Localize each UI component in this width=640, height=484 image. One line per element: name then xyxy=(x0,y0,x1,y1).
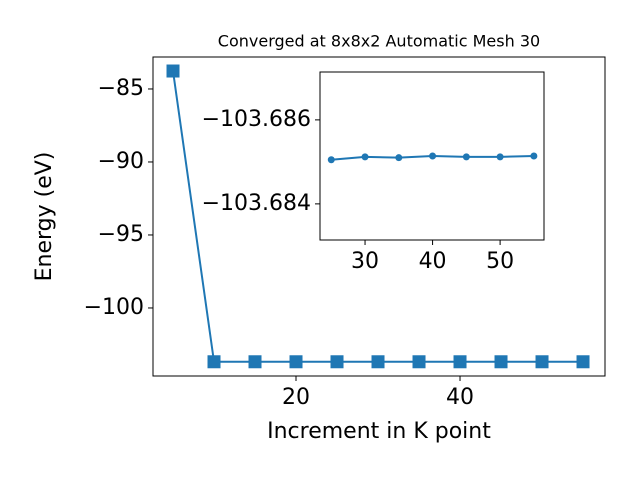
marker xyxy=(530,152,538,160)
x-tick-label: 50 xyxy=(486,249,514,274)
marker xyxy=(462,153,470,161)
y-axis-label: Energy (eV) xyxy=(32,152,57,282)
y-tick-label: −95 xyxy=(98,222,144,247)
marker xyxy=(207,355,221,369)
marker xyxy=(453,355,467,369)
marker xyxy=(494,355,508,369)
marker xyxy=(330,355,344,369)
marker xyxy=(327,156,335,164)
y-tick-label: −85 xyxy=(98,76,144,101)
y-tick-label: −100 xyxy=(84,295,144,320)
x-tick-label: 40 xyxy=(446,385,474,410)
marker xyxy=(535,355,549,369)
marker xyxy=(361,153,369,161)
marker xyxy=(429,152,437,160)
y-tick-label: −90 xyxy=(98,149,144,174)
x-tick-label: 30 xyxy=(351,249,379,274)
x-axis-label: Increment in K point xyxy=(267,419,491,444)
marker xyxy=(248,355,262,369)
chart-title: Converged at 8x8x2 Automatic Mesh 30 xyxy=(218,32,540,51)
marker xyxy=(166,64,180,78)
marker xyxy=(576,355,590,369)
x-tick-label: 20 xyxy=(282,385,310,410)
marker xyxy=(371,355,385,369)
y-tick-label: −103.684 xyxy=(202,191,311,216)
marker xyxy=(289,355,303,369)
marker xyxy=(395,154,403,162)
x-tick-label: 40 xyxy=(419,249,447,274)
y-tick-label: −103.686 xyxy=(202,107,311,132)
marker xyxy=(496,153,504,161)
marker xyxy=(412,355,426,369)
